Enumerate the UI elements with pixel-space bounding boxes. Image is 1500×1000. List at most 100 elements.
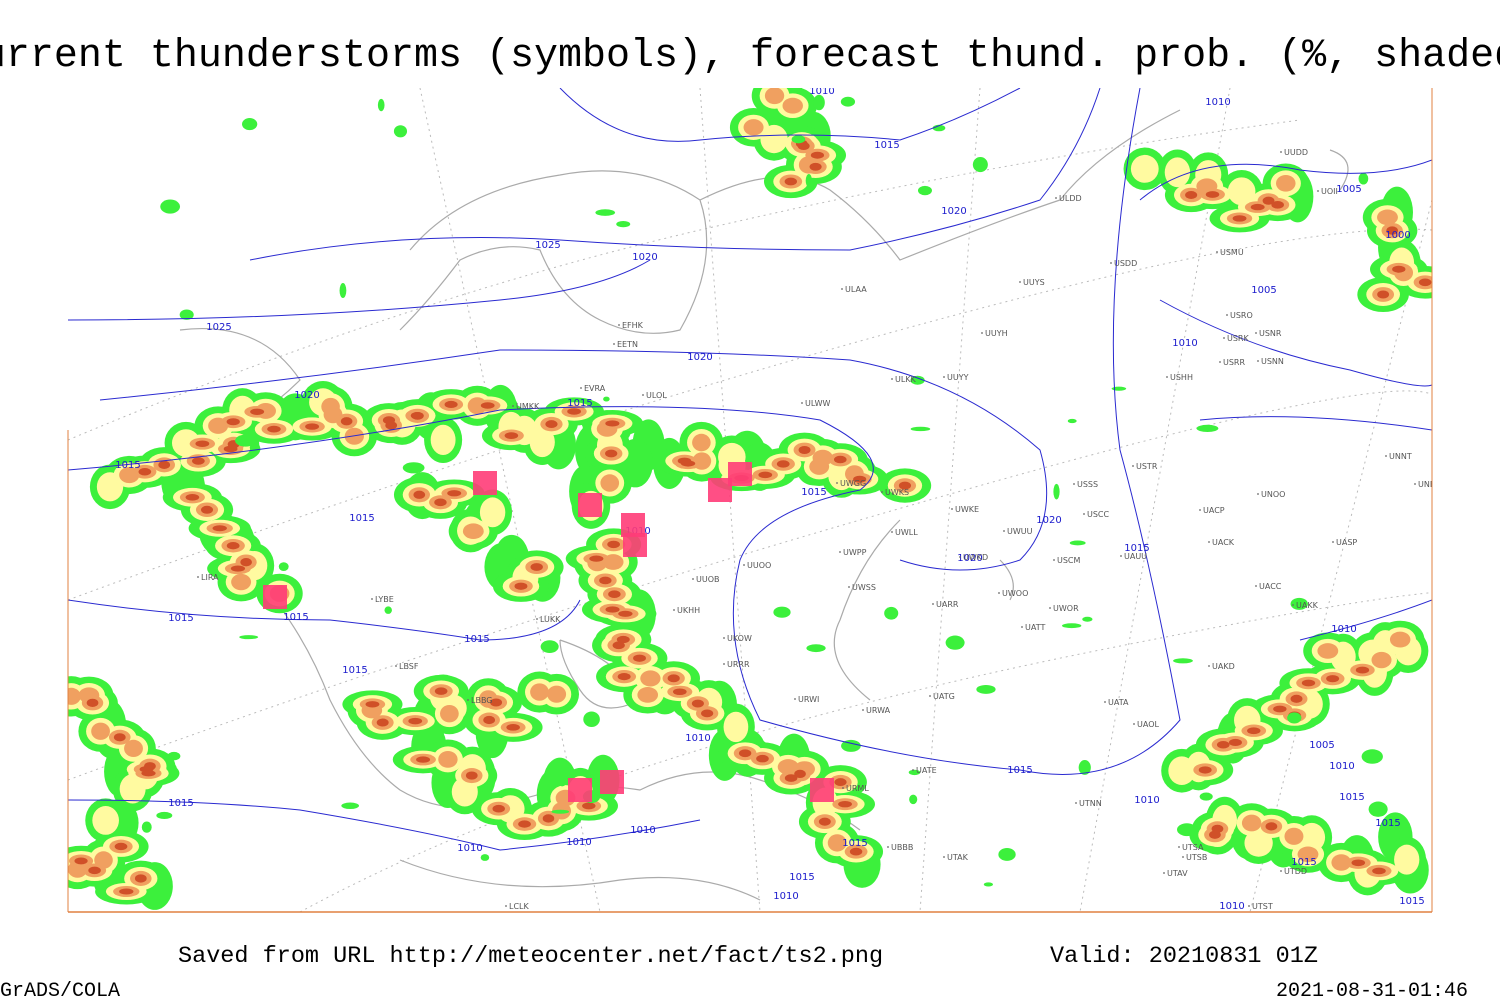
shade-blob (114, 842, 128, 851)
station-label: URML (846, 784, 869, 793)
isobar-label: 1015 (1291, 857, 1316, 868)
station-label: EVRA (584, 384, 606, 393)
shade-fleck (909, 794, 918, 805)
station-dot (1385, 455, 1387, 457)
shade-fleck (167, 751, 181, 761)
station-dot (1223, 337, 1225, 339)
shade-blob (1284, 827, 1304, 845)
isobar-label: 1010 (1219, 901, 1244, 912)
isobar-label: 1010 (1331, 624, 1356, 635)
shade-blob (1247, 727, 1261, 735)
station-dot (1219, 361, 1221, 363)
shade-blob (542, 814, 555, 823)
station-dot (1163, 872, 1165, 874)
shade-blob (447, 490, 462, 497)
shade-fleck (841, 739, 861, 752)
shade-fleck (239, 635, 259, 640)
station-label: UWLL (895, 528, 918, 537)
shade-fleck (1199, 792, 1213, 801)
shade-blob (92, 806, 119, 835)
shade-blob (340, 417, 353, 426)
station-label: USTR (1136, 462, 1158, 471)
shade-blob (185, 493, 200, 501)
shade-blob (250, 408, 265, 415)
shade-fleck (932, 124, 946, 132)
station-dot (912, 769, 914, 771)
shade-blob (113, 733, 126, 742)
isobars (68, 88, 1432, 851)
shade-blob (547, 685, 567, 703)
shade-blob (376, 718, 389, 727)
station-dot (467, 699, 469, 701)
shade-blob (1262, 196, 1275, 205)
shade-blob (226, 418, 240, 426)
station-dot (1280, 151, 1282, 153)
station-label: ULAA (845, 285, 867, 294)
software: GrADS/COLA (0, 980, 120, 1000)
station-label: UKHH (677, 606, 700, 615)
shade-fleck (1368, 801, 1388, 817)
isobar-label: 1005 (1336, 184, 1361, 195)
shade-blob (480, 402, 495, 409)
station-dot (1255, 332, 1257, 334)
shade-fleck (402, 462, 425, 474)
shade-fleck (179, 309, 194, 320)
shade-blob (88, 866, 101, 875)
shade-blob (672, 688, 687, 696)
shade-fleck (1290, 597, 1308, 610)
shade-blob (617, 673, 631, 681)
station-label: UTAV (1167, 869, 1188, 878)
isobar-label: 1010 (1134, 795, 1159, 806)
shade-blob (834, 778, 847, 787)
shade-blob (74, 857, 88, 865)
shade-blob (1241, 814, 1262, 832)
station-label: UTNN (1079, 799, 1102, 808)
station-label: UNNT (1389, 452, 1412, 461)
timestamp: 2021-08-31-01:46 (1276, 980, 1468, 1000)
shade-fleck (540, 640, 559, 653)
shade-blob (612, 641, 625, 650)
shade-blob (818, 817, 831, 826)
station-label: UTDD (1284, 867, 1307, 876)
station-label: UACK (1212, 538, 1235, 547)
shade-blob (798, 445, 811, 454)
shade-blob (1130, 154, 1159, 183)
station-dot (801, 402, 803, 404)
shade-blob (212, 525, 227, 532)
shade-blob (1331, 854, 1352, 871)
shade-blob (267, 425, 281, 433)
shade-blob (616, 635, 630, 644)
shade-blob (138, 468, 152, 476)
isobar-label: 1010 (630, 825, 655, 836)
station-dot (723, 637, 725, 639)
isobar-label: 1015 (1375, 818, 1400, 829)
shade-blob (1185, 191, 1198, 199)
shade-fleck (160, 199, 181, 214)
shade-fleck (976, 685, 996, 694)
shade-blob (124, 739, 143, 758)
shade-blob (223, 445, 238, 453)
station-label: UUYY (947, 373, 969, 382)
shade-fleck (578, 473, 594, 484)
title: Current thunderstorms (symbols), forecas… (0, 34, 1500, 79)
station-label: URRR (727, 660, 750, 669)
station-label: UAOL (1137, 720, 1159, 729)
station-label: UATE (916, 766, 937, 775)
shade-blob (1372, 867, 1386, 875)
shade-blob (192, 457, 205, 465)
station-label: USRK (1227, 334, 1249, 343)
station-dot (848, 586, 850, 588)
isobar-label: 1010 (773, 891, 798, 902)
shade-blob (1377, 290, 1390, 299)
shade-blob (119, 888, 134, 895)
shade-fleck (840, 96, 856, 107)
isobar-label: 1020 (941, 206, 966, 217)
shade-fleck (559, 781, 566, 787)
isobar-label: 1015 (342, 665, 367, 676)
thunderstorm-symbol (473, 471, 497, 495)
shade-fleck (141, 821, 152, 833)
shade-blob (677, 457, 692, 465)
station-label: UACP (1203, 506, 1225, 515)
station-dot (1178, 846, 1180, 848)
